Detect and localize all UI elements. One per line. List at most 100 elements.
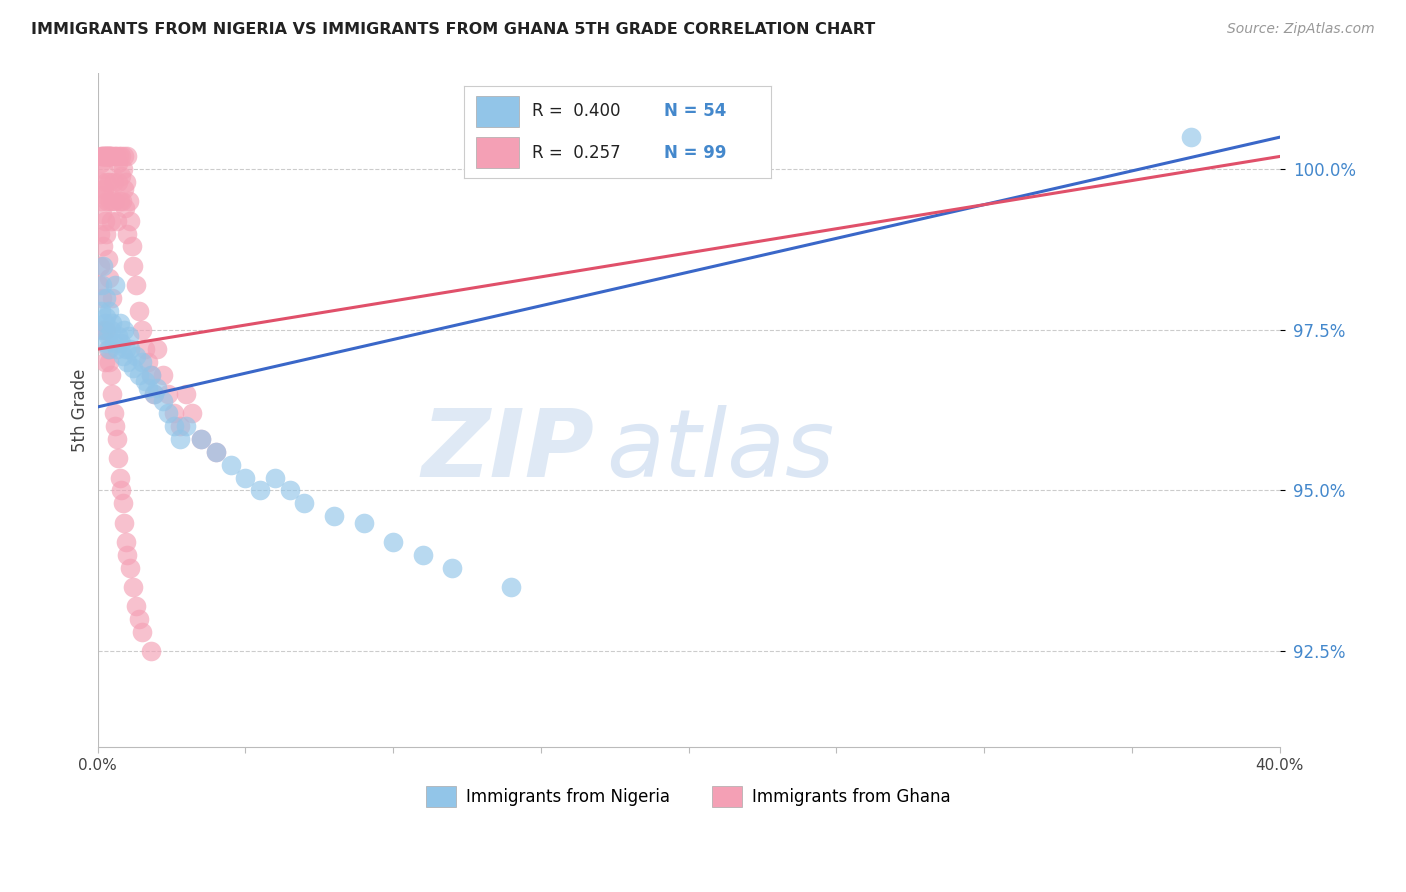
Point — [93, 149, 115, 163]
Point — [98, 303, 121, 318]
Point — [157, 387, 180, 401]
Point — [96, 335, 118, 350]
Point — [139, 644, 162, 658]
Point — [100, 213, 122, 227]
Point — [103, 175, 125, 189]
Point — [131, 355, 153, 369]
Point — [1180, 130, 1202, 145]
Point — [323, 509, 346, 524]
Point — [125, 349, 148, 363]
Point — [91, 188, 114, 202]
Point — [353, 516, 375, 530]
Point — [94, 175, 117, 189]
Point — [93, 323, 115, 337]
Point — [105, 213, 128, 227]
Point — [94, 149, 117, 163]
Point — [94, 213, 117, 227]
Point — [112, 323, 135, 337]
Point — [114, 342, 136, 356]
Point — [174, 387, 197, 401]
Point — [98, 271, 121, 285]
Point — [108, 194, 131, 209]
Point — [97, 252, 120, 267]
Point — [111, 349, 134, 363]
Point — [96, 291, 118, 305]
Point — [190, 432, 212, 446]
Point — [96, 323, 118, 337]
Point — [94, 355, 117, 369]
Point — [117, 194, 139, 209]
Point — [107, 175, 129, 189]
Point — [91, 149, 114, 163]
Point — [96, 227, 118, 241]
Point — [101, 387, 124, 401]
Point — [204, 445, 226, 459]
Point — [104, 277, 127, 292]
Y-axis label: 5th Grade: 5th Grade — [72, 368, 89, 452]
Point — [104, 419, 127, 434]
Point — [101, 291, 124, 305]
Point — [111, 162, 134, 177]
Point — [91, 291, 114, 305]
Point — [112, 516, 135, 530]
Point — [101, 149, 124, 163]
Point — [107, 451, 129, 466]
Point — [121, 239, 143, 253]
Point — [90, 175, 112, 189]
Point — [136, 381, 159, 395]
Point — [152, 368, 174, 382]
Point — [110, 335, 132, 350]
Point — [110, 149, 132, 163]
Point — [97, 149, 120, 163]
Point — [91, 162, 114, 177]
Point — [501, 580, 523, 594]
Point — [89, 149, 111, 163]
Point — [190, 432, 212, 446]
Point — [100, 149, 122, 163]
Point — [249, 483, 271, 498]
Point — [101, 194, 124, 209]
Point — [122, 259, 145, 273]
Point — [93, 239, 115, 253]
Point — [100, 368, 122, 382]
Point — [131, 624, 153, 639]
Point — [108, 149, 131, 163]
Point — [134, 342, 156, 356]
Point — [110, 483, 132, 498]
Point — [98, 342, 121, 356]
Point — [93, 149, 115, 163]
Point — [100, 323, 122, 337]
Point — [97, 342, 120, 356]
Point — [219, 458, 242, 472]
Point — [441, 560, 464, 574]
Point — [115, 548, 138, 562]
Point — [94, 149, 117, 163]
Point — [105, 342, 128, 356]
Point — [163, 419, 186, 434]
Point — [93, 323, 115, 337]
Point — [128, 303, 150, 318]
Point — [382, 534, 405, 549]
Point — [93, 259, 115, 273]
Point — [142, 387, 165, 401]
Point — [112, 181, 135, 195]
Point — [89, 227, 111, 241]
Point — [96, 310, 118, 324]
Point — [94, 317, 117, 331]
Point — [120, 342, 142, 356]
Point — [139, 368, 162, 382]
Point — [131, 323, 153, 337]
Point — [115, 149, 138, 163]
Point — [103, 406, 125, 420]
Point — [105, 432, 128, 446]
Point — [104, 194, 127, 209]
Point — [114, 534, 136, 549]
Point — [128, 368, 150, 382]
Point — [233, 470, 256, 484]
Point — [103, 335, 125, 350]
Point — [122, 361, 145, 376]
Point — [91, 277, 114, 292]
Legend: Immigrants from Nigeria, Immigrants from Ghana: Immigrants from Nigeria, Immigrants from… — [420, 780, 957, 814]
Point — [93, 181, 115, 195]
Point — [145, 342, 167, 356]
